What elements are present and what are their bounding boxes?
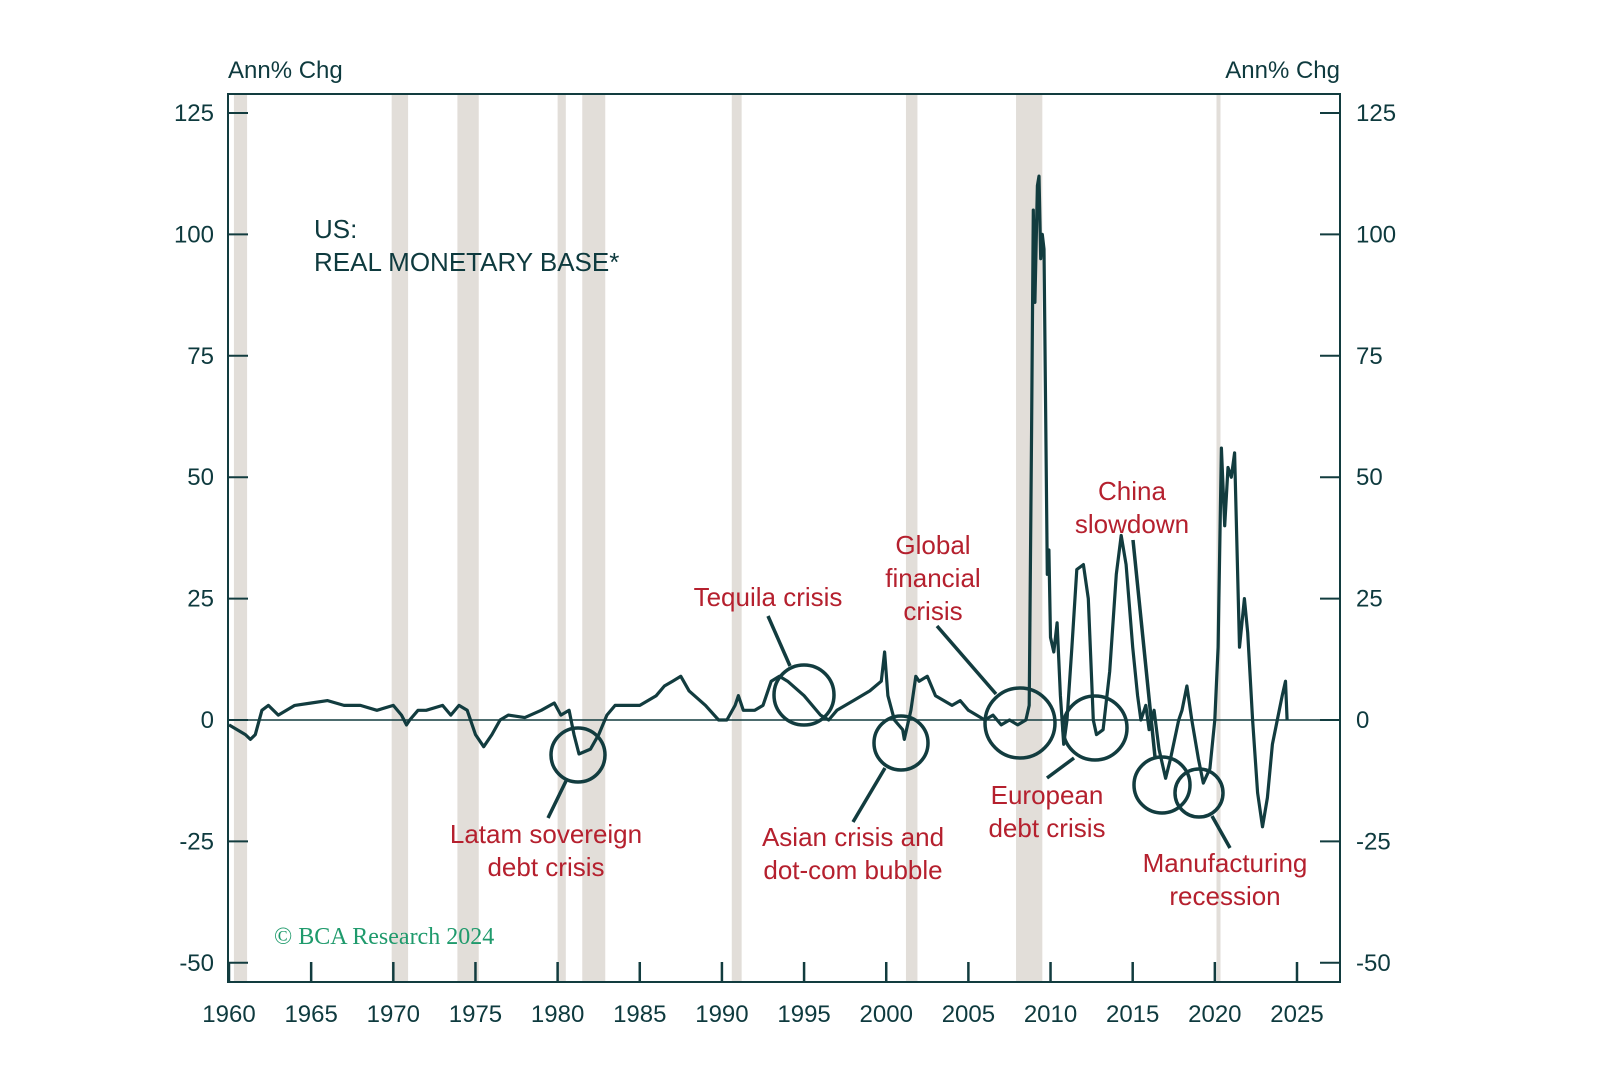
- annotation-label: Asian crisis and: [762, 822, 944, 852]
- recession-band: [731, 94, 742, 982]
- annotation-circle: [1132, 755, 1192, 815]
- x-tick-label: 2010: [1024, 1001, 1077, 1028]
- annotation: Tequila crisis: [694, 582, 843, 727]
- y-tick-label-right: 0: [1356, 707, 1369, 734]
- x-tick-label: 1980: [531, 1001, 584, 1028]
- annotation-circle: [983, 686, 1057, 760]
- annotation-circle: [872, 714, 930, 772]
- annotation-leader-line: [935, 624, 998, 696]
- annotation-circle: [1061, 694, 1129, 762]
- recession-band: [457, 94, 479, 982]
- y-axis-label-left: Ann% Chg: [228, 57, 343, 84]
- y-tick-label-left: 75: [187, 343, 214, 370]
- recession-band: [233, 94, 248, 982]
- chart-subtitle: REAL MONETARY BASE*: [314, 247, 619, 277]
- annotation-label: financial: [885, 563, 980, 593]
- annotation-leader-line: [546, 780, 568, 819]
- x-tick-label: 1975: [449, 1001, 502, 1028]
- annotation-label: Tequila crisis: [694, 582, 843, 612]
- recession-band: [582, 94, 606, 982]
- recession-band: [557, 94, 566, 982]
- y-tick-label-left: 0: [201, 707, 214, 734]
- annotation-leader-line: [1131, 539, 1157, 758]
- y-tick-label-right: -50: [1356, 950, 1391, 977]
- x-tick-label: 2000: [860, 1001, 913, 1028]
- annotation-label: dot-com bubble: [763, 855, 942, 885]
- annotation-circle: [1173, 767, 1225, 819]
- annotation-label: Latam sovereign: [450, 819, 642, 849]
- annotation-label: crisis: [903, 596, 962, 626]
- y-tick-label-right: 50: [1356, 464, 1383, 491]
- series-layer: [228, 174, 1289, 829]
- x-tick-label: 1970: [367, 1001, 420, 1028]
- annotation-label: recession: [1169, 881, 1280, 911]
- x-tick-label: 2015: [1106, 1001, 1159, 1028]
- x-tick-label: 2025: [1270, 1001, 1323, 1028]
- chart-title: US:: [314, 214, 357, 244]
- annotation-label: Global: [895, 530, 970, 560]
- recession-band: [905, 94, 918, 982]
- annotation-circle: [549, 726, 607, 784]
- annotation-circle: [772, 663, 836, 727]
- annotation-label: slowdown: [1075, 509, 1189, 539]
- series-line: [228, 174, 1289, 829]
- y-tick-label-left: -50: [179, 950, 214, 977]
- x-tick-label: 1985: [613, 1001, 666, 1028]
- y-axis-label-right: Ann% Chg: [1225, 57, 1340, 84]
- annotation-label: China: [1098, 476, 1166, 506]
- annotation-leader-line: [1210, 815, 1232, 849]
- annotation-leader-line: [851, 767, 887, 823]
- annotation-leader-line: [1045, 756, 1076, 780]
- plot-frame: [227, 93, 1341, 983]
- annotation-leader-line: [766, 615, 792, 667]
- y-tick-label-right: 125: [1356, 100, 1396, 127]
- y-tick-label-left: 125: [174, 100, 214, 127]
- y-tick-label-right: 100: [1356, 221, 1396, 248]
- x-tick-label: 2005: [942, 1001, 995, 1028]
- y-tick-label-right: -25: [1356, 828, 1391, 855]
- annotation-label: debt crisis: [988, 813, 1105, 843]
- x-tick-label: 1960: [202, 1001, 255, 1028]
- recession-bands: [233, 94, 1221, 982]
- x-tick-label: 2020: [1188, 1001, 1241, 1028]
- annotation-label: Manufacturing: [1143, 848, 1308, 878]
- y-tick-label-left: 50: [187, 464, 214, 491]
- y-tick-label-left: -25: [179, 828, 214, 855]
- y-tick-label-left: 25: [187, 586, 214, 613]
- x-tick-label: 1990: [695, 1001, 748, 1028]
- watermark: © BCA Research 2024: [274, 924, 494, 950]
- annotation-label: debt crisis: [487, 852, 604, 882]
- x-tick-label: 1965: [284, 1001, 337, 1028]
- annotation-label: European: [991, 780, 1104, 810]
- y-tick-label-right: 25: [1356, 586, 1383, 613]
- axes: 125 125 100 100 75 75 50 50 25 25 0 0 -25 -25 -50 -50 19…: [174, 93, 1396, 1028]
- recession-band: [391, 94, 409, 982]
- y-tick-label-left: 100: [174, 221, 214, 248]
- x-tick-label: 1995: [777, 1001, 830, 1028]
- y-tick-label-right: 75: [1356, 343, 1383, 370]
